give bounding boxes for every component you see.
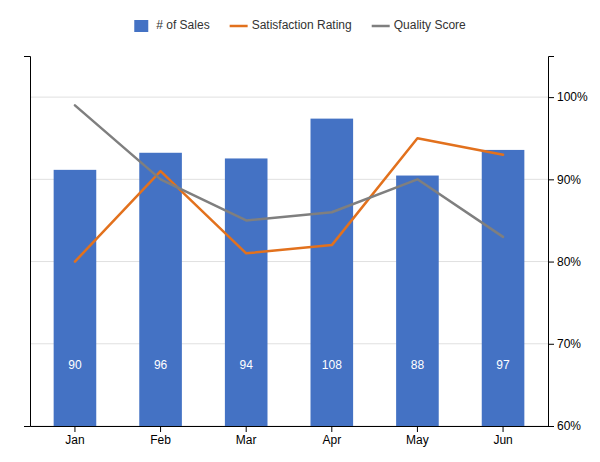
- grid-line: [30, 426, 548, 427]
- plot-marks: [54, 105, 525, 426]
- bar-series: [54, 119, 525, 426]
- x-tick-mark: [331, 426, 332, 432]
- x-tick-mark: [503, 426, 504, 432]
- bar: [396, 176, 439, 426]
- data-label: 96: [154, 358, 168, 372]
- legend-label: # of Sales: [156, 18, 209, 32]
- y2-tick: 100%: [548, 90, 588, 104]
- chart: Jan Feb Mar Apr May Jun 60% 70% 80% 90% 100% 90 96 94…: [0, 0, 600, 462]
- y2-tick-label: 70%: [557, 337, 581, 351]
- y2-tick-label: 90%: [557, 173, 581, 187]
- x-axis-line: [31, 426, 549, 427]
- bar: [225, 158, 268, 426]
- bar: [54, 170, 97, 426]
- y2-tick: 70%: [548, 337, 581, 351]
- legend-label: Quality Score: [394, 18, 466, 32]
- x-tick-label: Jun: [493, 433, 512, 447]
- legend-label: Satisfaction Rating: [252, 18, 352, 32]
- y2-tick: 60%: [548, 419, 581, 433]
- y2-axis-line: [549, 57, 555, 427]
- x-tick-label: Apr: [322, 433, 341, 447]
- line: [75, 138, 503, 261]
- y2-tick-mark: [548, 97, 554, 98]
- x-tick: Feb: [150, 426, 171, 447]
- x-tick-label: May: [406, 433, 429, 447]
- grid-line: [30, 343, 548, 344]
- x-tick-mark: [74, 426, 75, 432]
- y2-tick-label: 80%: [557, 255, 581, 269]
- y2-tick-mark: [548, 426, 554, 427]
- bar: [482, 150, 525, 426]
- y2-axis: 60% 70% 80% 90% 100%: [548, 57, 588, 434]
- x-tick: Apr: [322, 426, 341, 447]
- legend-item: # of Sales: [134, 18, 209, 32]
- x-tick-label: Jan: [65, 433, 84, 447]
- line: [75, 105, 503, 237]
- data-labels: 90 96 94 108 88 97: [68, 358, 510, 372]
- legend-item: Satisfaction Rating: [230, 18, 352, 32]
- x-tick: Mar: [236, 426, 257, 447]
- y2-tick-mark: [548, 262, 554, 263]
- y-axis: [24, 57, 31, 427]
- y2-tick-mark: [548, 179, 554, 180]
- grid-line: [30, 179, 548, 180]
- x-tick: Jun: [493, 426, 512, 447]
- y-axis-line: [24, 57, 31, 427]
- data-label: 90: [68, 358, 82, 372]
- data-label: 97: [496, 358, 510, 372]
- y2-tick-label: 100%: [557, 90, 588, 104]
- data-label: 88: [411, 358, 425, 372]
- y2-tick: 80%: [548, 255, 581, 269]
- legend-item: Quality Score: [372, 18, 466, 32]
- x-tick-mark: [160, 426, 161, 432]
- data-label: 108: [322, 358, 342, 372]
- grid: [30, 97, 548, 426]
- legend-swatch: [134, 20, 148, 32]
- bar: [311, 119, 354, 426]
- y2-tick-mark: [548, 344, 554, 345]
- grid-line: [30, 261, 548, 262]
- legend-swatch: [230, 25, 248, 28]
- x-tick: Jan: [65, 426, 84, 447]
- x-tick-label: Mar: [236, 433, 257, 447]
- y2-tick-label: 60%: [557, 419, 581, 433]
- legend: # of Sales Satisfaction Rating Quality Sco…: [134, 18, 466, 32]
- x-tick-mark: [417, 426, 418, 432]
- legend-swatch: [372, 25, 390, 28]
- x-tick-label: Feb: [150, 433, 171, 447]
- x-axis: Jan Feb Mar Apr May Jun: [31, 426, 549, 447]
- grid-line: [30, 97, 548, 98]
- x-tick-mark: [246, 426, 247, 432]
- y2-tick: 90%: [548, 173, 581, 187]
- data-label: 94: [240, 358, 254, 372]
- bar: [139, 153, 182, 426]
- x-tick: May: [406, 426, 429, 447]
